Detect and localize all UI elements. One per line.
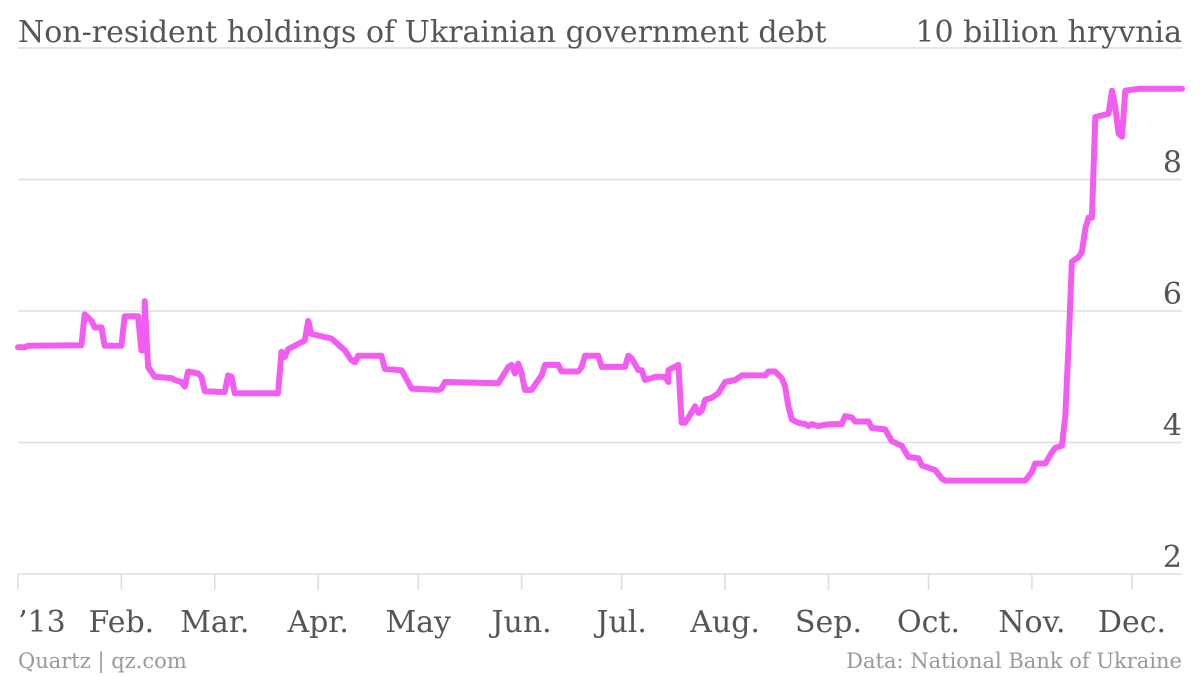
x-tick-label: Dec. (1098, 605, 1166, 640)
x-tick-label: Feb. (89, 605, 155, 640)
x-tick-label: Sep. (795, 605, 862, 640)
footer-source: Data: National Bank of Ukraine (846, 649, 1182, 673)
series-line-0 (15, 85, 1185, 484)
x-tick-label: Nov. (998, 605, 1065, 640)
y-tick-label-4: 4 (1163, 409, 1182, 444)
x-tick-label: May (385, 605, 451, 640)
x-tick-label: Apr. (286, 605, 348, 640)
x-tick-label: Jun. (489, 605, 552, 640)
footer-credit: Quartz | qz.com (18, 649, 187, 674)
x-axis: ’13 Feb. Mar. Apr. May Jun. Jul. Aug. Sep. Oct. No… (17, 574, 1166, 640)
chart-title: Non-resident holdings of Ukrainian gover… (18, 15, 827, 50)
x-tick-label: Oct. (897, 605, 960, 640)
y-axis-unit-label: 10 billion hryvnia (915, 15, 1182, 50)
x-tick-label: Mar. (180, 605, 249, 640)
y-axis: 2 4 6 8 (1163, 146, 1182, 576)
y-tick-label-8: 8 (1163, 146, 1182, 181)
x-tick-label: Jul. (593, 605, 646, 640)
series-group (15, 85, 1185, 484)
y-tick-label-2: 2 (1163, 540, 1182, 575)
grid-lines (18, 47, 1182, 575)
x-tick-label: Aug. (689, 605, 760, 640)
x-tick-label: ’13 (18, 605, 66, 640)
y-tick-label-6: 6 (1163, 277, 1182, 312)
